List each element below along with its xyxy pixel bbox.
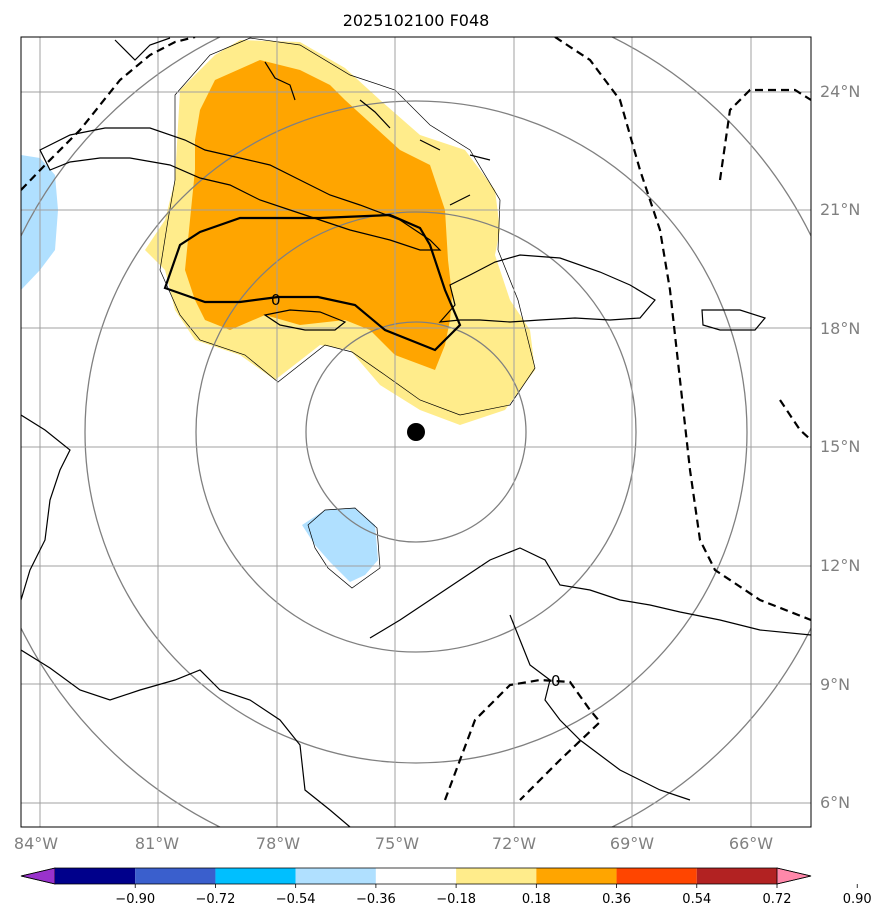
lat-label-24n: 24°N <box>820 82 860 101</box>
lat-label-9n: 9°N <box>820 675 850 694</box>
colorbar-segment <box>456 868 537 884</box>
lat-label-6n: 6°N <box>820 793 850 812</box>
coast-florida <box>114 37 171 61</box>
colorbar-segment <box>135 868 216 884</box>
lat-label-18n: 18°N <box>820 319 860 338</box>
lon-label-66w: 66°W <box>729 834 773 853</box>
shading-orange <box>185 60 452 370</box>
latitude-labels: 24°N 21°N 18°N 15°N 12°N 9°N 6°N <box>820 82 860 812</box>
contour-zero-dashed <box>21 37 811 801</box>
range-rings <box>21 37 811 827</box>
colorbar-segment <box>696 868 777 884</box>
colorbar-tick-label: −0.36 <box>356 892 396 907</box>
lon-label-72w: 72°W <box>492 834 536 853</box>
contour-label-dashed: 0 <box>551 672 561 690</box>
lon-label-78w: 78°W <box>256 834 300 853</box>
colorbar-segment <box>616 868 697 884</box>
colorbar-segment <box>55 868 136 884</box>
colorbar-arrow-low <box>20 867 56 885</box>
colorbar-segment <box>295 868 376 884</box>
colorbar-segment <box>215 868 296 884</box>
colorbar-tick-label: −0.90 <box>115 892 155 907</box>
map-title: 2025102100 F048 <box>343 11 490 30</box>
colorbar-tick-label: −0.54 <box>276 892 316 907</box>
map-frame <box>20 36 812 828</box>
coast-south-america-inland <box>509 614 691 801</box>
graticule <box>21 37 811 827</box>
colorbar-tick-label: 0.18 <box>522 892 551 907</box>
lat-label-21n: 21°N <box>820 200 860 219</box>
longitude-labels: 84°W 81°W 78°W 75°W 72°W 69°W 66°W <box>14 834 773 853</box>
colorbar-tick-label: −0.72 <box>196 892 236 907</box>
colorbar-arrow-high <box>776 867 812 885</box>
map-plot-area: 0 0 <box>21 37 811 827</box>
lon-label-69w: 69°W <box>610 834 654 853</box>
colorbar-tick-label: 0.36 <box>602 892 631 907</box>
colorbar-segment <box>536 868 617 884</box>
lat-label-12n: 12°N <box>820 556 860 575</box>
coast-south-america <box>369 547 811 639</box>
contour-thin-outline <box>159 37 536 416</box>
coast-hispaniola <box>438 254 656 323</box>
coast-cuba <box>39 127 442 251</box>
coast-central-america-south <box>21 649 351 827</box>
colorbar-tick-label: −0.18 <box>436 892 476 907</box>
colorbar-outline <box>20 867 812 885</box>
contour-label-solid: 0 <box>271 291 281 309</box>
contour-zero-solid <box>163 213 462 352</box>
colorbar: −0.90 −0.72 −0.54 −0.36 −0.18 0.18 0.36 0.54 0.7… <box>20 867 872 907</box>
colorbar-tick-label: 0.90 <box>843 892 872 907</box>
lon-label-84w: 84°W <box>14 834 58 853</box>
colorbar-tick-label: 0.72 <box>763 892 792 907</box>
contour-thin-blue-outline <box>307 507 381 589</box>
lon-label-75w: 75°W <box>375 834 419 853</box>
colorbar-segment <box>375 868 457 884</box>
coast-central-america <box>21 414 71 601</box>
coast-bahamas <box>264 61 491 206</box>
coastlines <box>21 37 811 827</box>
coast-puerto-rico <box>701 309 767 331</box>
lon-label-81w: 81°W <box>135 834 179 853</box>
colorbar-tick-label: 0.54 <box>682 892 711 907</box>
coast-jamaica <box>263 309 347 331</box>
storm-center-marker <box>407 423 425 441</box>
lat-label-15n: 15°N <box>820 437 860 456</box>
